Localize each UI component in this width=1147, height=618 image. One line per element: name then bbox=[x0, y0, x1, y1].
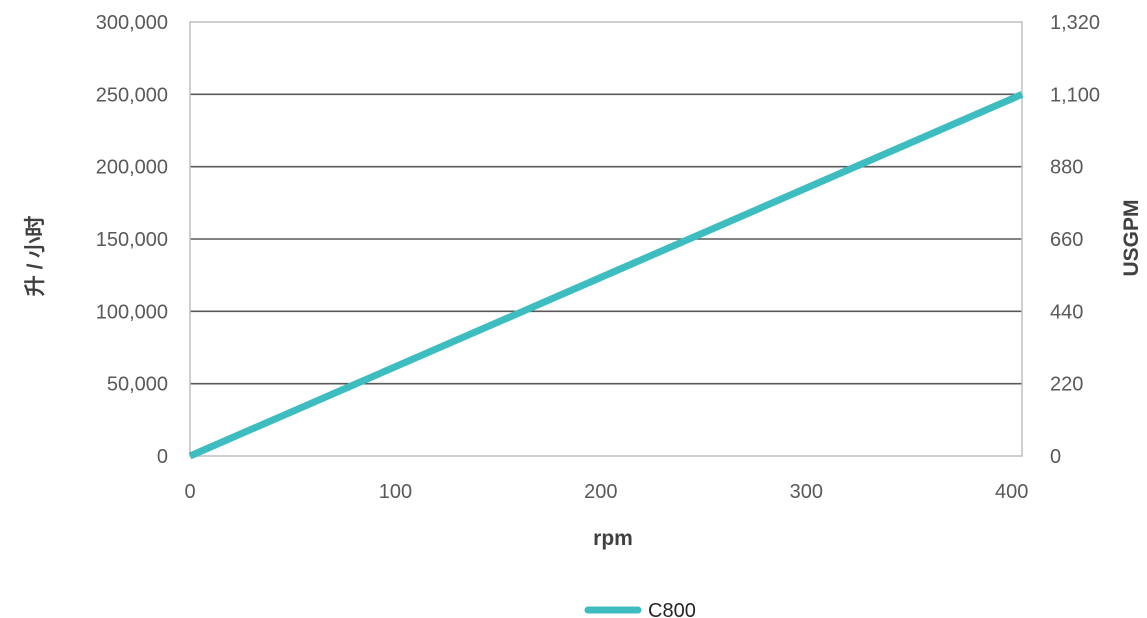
x-axis-title: rpm bbox=[593, 527, 633, 550]
y2-tick-label: 1,320 bbox=[1050, 12, 1100, 34]
y2-axis-ticks: 0 220 440 660 880 1,100 1,320 bbox=[1050, 12, 1100, 468]
gridlines bbox=[190, 93, 1022, 385]
y-tick-label: 300,000 bbox=[96, 12, 168, 34]
y2-tick-label: 1,100 bbox=[1050, 84, 1100, 106]
y-axis-ticks: 0 50,000 100,000 150,000 200,000 250,000 300,0… bbox=[96, 12, 168, 468]
y2-axis-title: USGPM bbox=[1120, 199, 1143, 276]
y2-tick-label: 220 bbox=[1050, 374, 1083, 396]
y-tick-label: 150,000 bbox=[96, 229, 168, 251]
legend: C800 bbox=[584, 600, 696, 618]
y2-tick-label: 660 bbox=[1050, 229, 1083, 251]
y2-tick-label: 440 bbox=[1050, 301, 1083, 323]
y-tick-label: 50,000 bbox=[107, 374, 168, 396]
plot-border bbox=[189, 21, 1023, 457]
legend-label-c800: C800 bbox=[648, 600, 696, 618]
y-tick-label: 250,000 bbox=[96, 84, 168, 106]
series-layer bbox=[188, 91, 1024, 460]
y2-tick-label: 0 bbox=[1050, 446, 1061, 468]
x-tick-label: 100 bbox=[379, 481, 412, 503]
x-tick-label: 400 bbox=[995, 481, 1028, 503]
plot-frame bbox=[189, 21, 1023, 457]
x-tick-label: 0 bbox=[184, 481, 195, 503]
y-tick-label: 200,000 bbox=[96, 157, 168, 179]
y-tick-label: 100,000 bbox=[96, 301, 168, 323]
x-axis-ticks: 0 100 200 300 400 bbox=[184, 481, 1028, 503]
y2-tick-label: 880 bbox=[1050, 157, 1083, 179]
x-tick-label: 200 bbox=[584, 481, 617, 503]
y-axis-title: 升 / 小时 bbox=[24, 216, 47, 297]
series-line-c800 bbox=[188, 91, 1024, 460]
x-tick-label: 300 bbox=[790, 481, 823, 503]
y-tick-label: 0 bbox=[157, 446, 168, 468]
